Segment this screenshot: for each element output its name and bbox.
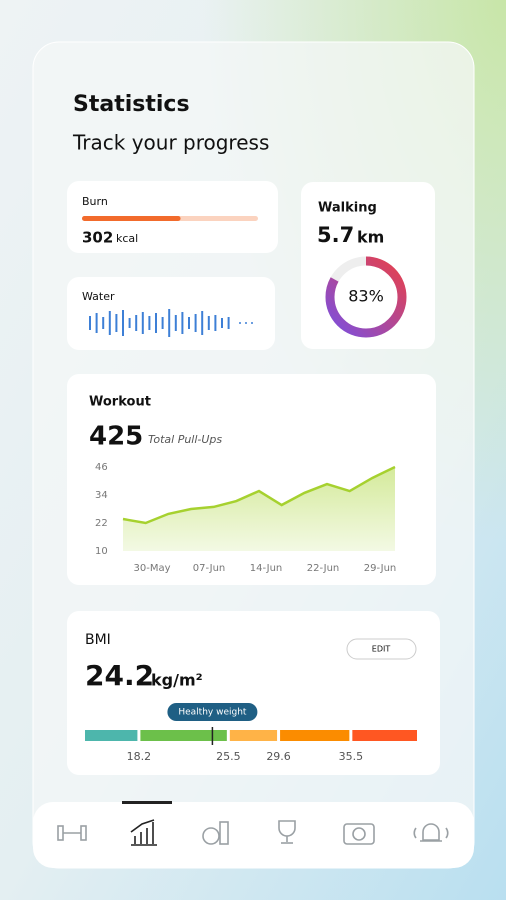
bmi-segment — [85, 730, 138, 741]
burn-label: Burn — [82, 195, 108, 208]
water-bar — [135, 315, 138, 331]
nav-bar — [33, 802, 474, 868]
nav-workout[interactable] — [57, 825, 87, 841]
workout-title: Workout — [89, 395, 151, 410]
nav-camera[interactable] — [343, 823, 375, 845]
water-dot — [239, 322, 241, 324]
water-bar — [174, 315, 177, 331]
nav-icons[interactable] — [57, 819, 449, 846]
badge — [167, 703, 258, 721]
water-bar — [168, 309, 171, 337]
water-bar — [108, 311, 111, 335]
edit-button-label[interactable]: EDIT — [372, 645, 391, 654]
water-bar — [181, 312, 184, 334]
bmi-segment — [280, 730, 350, 741]
water-bar — [115, 314, 118, 332]
water-bar — [148, 316, 151, 330]
y-tick-label: 34 — [95, 490, 108, 501]
bmi-segment — [229, 730, 278, 741]
nav-indicator — [122, 801, 172, 804]
water-bar — [128, 318, 131, 328]
water-bar — [155, 313, 157, 333]
x-tick-label: 14-Jun — [250, 563, 283, 574]
water-bar — [95, 313, 98, 333]
bmi-label: BMI — [85, 632, 111, 648]
edit-button[interactable] — [346, 638, 417, 660]
water-bar — [188, 317, 190, 329]
walking-unit: km — [357, 228, 384, 247]
water-bar — [141, 312, 144, 334]
burn-progress — [82, 216, 181, 221]
y-tick-label: 10 — [95, 546, 108, 557]
bmi-threshold-label: 25.5 — [216, 750, 241, 763]
x-tick-label: 07-Jun — [193, 563, 226, 574]
water-label: Water — [82, 290, 115, 303]
x-tick-label: 30-May — [133, 563, 170, 574]
bmi-threshold-label: 35.5 — [339, 750, 364, 763]
badge-label: Healthy weight — [178, 708, 247, 718]
title: Statistics — [73, 92, 190, 117]
line — [122, 465, 396, 525]
workout-total-label: Total Pull-Ups — [148, 433, 222, 446]
ring-label: 83% — [348, 287, 384, 306]
bmi-segment — [352, 730, 417, 741]
water-bar — [161, 317, 164, 329]
water-dot — [245, 322, 247, 324]
area — [123, 467, 395, 551]
water-bar — [207, 316, 210, 330]
x-tick-label: 22-Jun — [307, 563, 340, 574]
y-tick-label: 22 — [95, 518, 108, 529]
bmi-segment — [140, 730, 227, 741]
subtitle: Track your progress — [72, 131, 269, 155]
bmi-value: 24.2 — [85, 659, 154, 692]
water-dot — [251, 322, 253, 324]
nav-stats[interactable] — [130, 819, 157, 846]
ring-arc — [325, 256, 407, 338]
nav-trophy[interactable] — [278, 820, 296, 844]
bmi-card — [67, 611, 440, 775]
burn-unit: kcal — [116, 232, 138, 245]
y-tick-label: 46 — [95, 462, 108, 473]
workout-total: 425 — [89, 422, 143, 452]
water-bar — [227, 317, 230, 329]
x-tick-label: 29-Jun — [364, 563, 397, 574]
walking-value: 5.7 — [317, 223, 354, 247]
bmi-threshold-label: 29.6 — [266, 750, 291, 763]
burn-value: 302 — [82, 229, 113, 247]
water-bar — [102, 317, 105, 329]
water-bar — [201, 311, 204, 335]
nav-bell[interactable] — [413, 823, 449, 842]
nav-food[interactable] — [202, 821, 229, 845]
bmi-threshold-label: 18.2 — [127, 750, 152, 763]
water-bar — [122, 310, 124, 336]
walking-label: Walking — [318, 201, 377, 216]
water-bar — [221, 318, 223, 328]
bmi-unit: kg/m² — [151, 671, 203, 690]
water-bar — [194, 314, 197, 332]
water-card — [67, 277, 275, 350]
water-bar — [214, 315, 217, 331]
water-bar — [89, 316, 91, 330]
